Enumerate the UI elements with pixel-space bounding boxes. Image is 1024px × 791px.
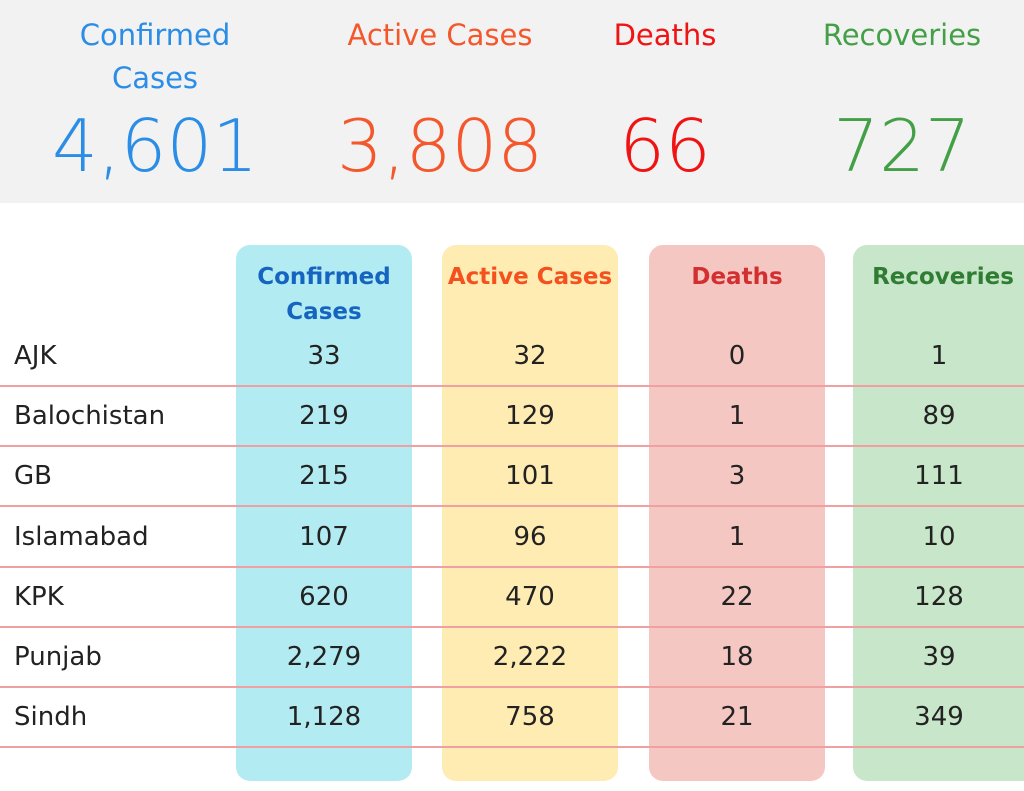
summary-stat: Recoveries 727 bbox=[782, 14, 1022, 186]
summary-value: 3,808 bbox=[336, 104, 544, 188]
table-cell: 22 bbox=[720, 581, 754, 612]
table-cell: 1 bbox=[930, 341, 948, 371]
row-divider bbox=[0, 625, 1024, 628]
table-cell: 0 bbox=[728, 341, 746, 371]
table-cell: 33 bbox=[307, 341, 341, 371]
table-cell: 1 bbox=[728, 521, 746, 552]
column-header: Active Cases bbox=[447, 264, 613, 290]
table-cell: 32 bbox=[513, 341, 547, 371]
summary-panel: Confirmed Cases 4,601 Active Cases 3,808 Dea… bbox=[0, 0, 1024, 203]
table-cell: 1 bbox=[728, 401, 746, 432]
summary-value: 727 bbox=[833, 104, 971, 188]
summary-label: Recoveries bbox=[822, 18, 982, 52]
table-cell: 3 bbox=[728, 461, 746, 492]
table-cell: 39 bbox=[922, 642, 956, 672]
summary-value: 66 bbox=[619, 104, 711, 188]
column-header: Deaths bbox=[691, 264, 783, 290]
summary-stat: Confirmed Cases 4,601 bbox=[35, 14, 275, 186]
table-cell: 89 bbox=[922, 401, 956, 432]
table-cell: 2,279 bbox=[286, 642, 362, 672]
region-name: KPK bbox=[14, 581, 64, 612]
summary-value: 4,601 bbox=[51, 104, 259, 188]
column-background bbox=[853, 245, 1024, 781]
row-divider bbox=[0, 385, 1024, 387]
column-background bbox=[236, 245, 412, 781]
region-name: Balochistan bbox=[14, 401, 166, 432]
table-cell: 349 bbox=[914, 702, 964, 733]
table-cell: 111 bbox=[914, 461, 964, 492]
row-divider bbox=[0, 505, 1024, 508]
table-cell: 758 bbox=[505, 702, 555, 733]
row-divider bbox=[0, 445, 1024, 448]
table-cell: 1,128 bbox=[286, 702, 362, 733]
region-name: AJK bbox=[14, 341, 57, 371]
column-background bbox=[442, 245, 618, 781]
row-divider bbox=[0, 565, 1024, 568]
region-name: GB bbox=[14, 461, 52, 492]
table-cell: 2,222 bbox=[492, 642, 568, 672]
summary-label: Deaths bbox=[613, 18, 717, 52]
table-cell: 101 bbox=[505, 461, 555, 492]
summary-stat: Deaths 66 bbox=[545, 14, 785, 186]
row-divider bbox=[0, 746, 1024, 749]
summary-label: Active Cases bbox=[347, 18, 533, 52]
summary-label: Confirmed Cases bbox=[79, 18, 231, 95]
table-cell: 219 bbox=[299, 401, 349, 432]
table-cell: 10 bbox=[922, 521, 956, 552]
region-name: Sindh bbox=[14, 702, 88, 733]
region-name: Islamabad bbox=[14, 521, 149, 552]
table-cell: 470 bbox=[505, 581, 555, 612]
region-name: Punjab bbox=[14, 642, 102, 672]
column-background bbox=[649, 245, 825, 781]
table-cell: 215 bbox=[299, 461, 349, 492]
table-cell: 96 bbox=[513, 521, 547, 552]
summary-stat: Active Cases 3,808 bbox=[320, 14, 560, 186]
table-cell: 129 bbox=[505, 401, 555, 432]
table-cell: 107 bbox=[299, 521, 349, 552]
table-cell: 128 bbox=[914, 581, 964, 612]
table-cell: 21 bbox=[720, 702, 754, 733]
table-cell: 18 bbox=[720, 642, 754, 672]
column-header: Recoveries bbox=[872, 264, 1014, 290]
column-header: Confirmed Cases bbox=[257, 264, 391, 325]
row-divider bbox=[0, 686, 1024, 688]
table-cell: 620 bbox=[299, 581, 349, 612]
